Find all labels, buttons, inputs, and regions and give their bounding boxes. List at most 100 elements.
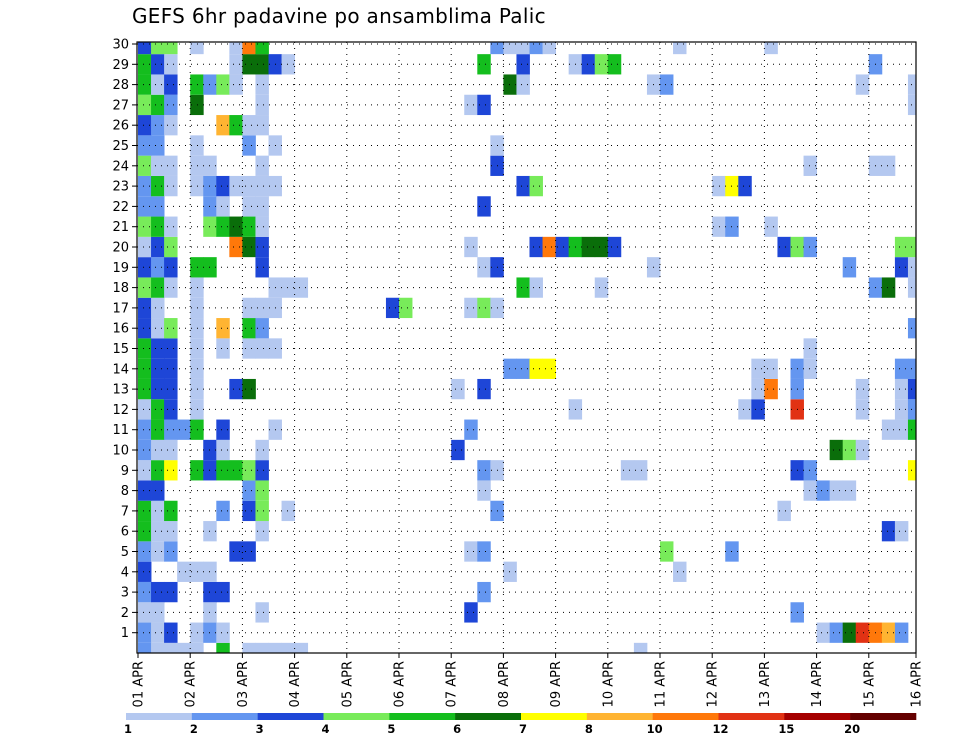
heatmap-cell	[842, 257, 857, 278]
heatmap-cell	[151, 94, 165, 116]
heatmap-cell	[177, 419, 191, 440]
heatmap-cell	[594, 54, 609, 75]
heatmap-cell	[464, 297, 478, 319]
heatmap-cell	[216, 642, 230, 653]
heatmap-cell	[620, 460, 635, 481]
heatmap-cell	[477, 257, 491, 278]
heatmap-cell	[229, 460, 243, 481]
heatmap-cell	[138, 155, 152, 176]
heatmap-cell	[138, 42, 152, 55]
heatmap-cell	[516, 358, 530, 379]
y-tick-label: 6	[121, 525, 129, 540]
heatmap-cell	[242, 216, 256, 237]
heatmap-cell	[268, 642, 282, 653]
heatmap-cell	[255, 74, 269, 95]
heatmap-cell	[607, 236, 622, 258]
heatmap-cell	[164, 358, 178, 379]
heatmap-cell	[138, 135, 152, 156]
y-tick-label: 15	[112, 342, 129, 357]
colorbar-label: 1	[124, 722, 132, 736]
heatmap-cell	[138, 480, 152, 501]
heatmap-cell	[216, 74, 230, 95]
colorbar-label: 12	[712, 722, 728, 736]
heatmap-cell	[164, 378, 178, 400]
heatmap-cell	[190, 358, 204, 379]
heatmap-cell	[712, 216, 726, 237]
heatmap-cell	[881, 277, 896, 298]
x-tick-label: 12 APR	[706, 661, 721, 707]
heatmap-cell	[138, 338, 152, 359]
heatmap-cell	[190, 642, 204, 653]
heatmap-cell	[816, 622, 831, 643]
y-tick-label: 21	[112, 220, 129, 235]
heatmap-cell	[764, 216, 778, 237]
heatmap-cell	[633, 642, 648, 653]
heatmap-cell	[881, 419, 896, 440]
heatmap-cell	[151, 419, 165, 440]
heatmap-cell	[138, 521, 152, 542]
heatmap-cell	[255, 115, 269, 136]
heatmap-cell	[503, 358, 517, 379]
heatmap-cell	[516, 74, 530, 95]
heatmap-cell	[138, 115, 152, 136]
heatmap-cell	[542, 236, 556, 258]
x-tick-label: 13 APR	[758, 661, 773, 707]
y-tick-label: 8	[121, 484, 129, 499]
heatmap-cell	[242, 135, 256, 156]
heatmap-cell	[190, 135, 204, 156]
heatmap-cell	[477, 54, 491, 75]
y-tick-label: 26	[112, 119, 129, 134]
heatmap-cell	[777, 236, 791, 258]
heatmap-cell	[738, 399, 752, 420]
heatmap-cell	[503, 42, 517, 55]
heatmap-cell	[242, 42, 256, 55]
heatmap-cell	[190, 277, 204, 298]
x-tick-label: 05 APR	[340, 661, 355, 707]
heatmap-cell	[242, 642, 256, 653]
heatmap-cell	[255, 602, 269, 623]
heatmap-cell	[594, 277, 609, 298]
colorbar-swatch	[652, 713, 719, 720]
heatmap-cell	[894, 521, 909, 542]
heatmap-cell	[242, 175, 256, 197]
heatmap-cell	[138, 216, 152, 237]
axis-layer: 1234567891011121314151617181920212223242…	[112, 38, 924, 708]
heatmap-cell	[529, 358, 543, 379]
heatmap-cell	[190, 460, 204, 481]
heatmap-cell	[464, 94, 478, 116]
heatmap-cell	[803, 236, 817, 258]
heatmap-cell	[255, 480, 269, 501]
heatmap-cell	[138, 54, 152, 75]
heatmap-cell	[894, 399, 909, 420]
heatmap-cell	[503, 74, 517, 95]
heatmap-cell	[177, 561, 191, 582]
heatmap-cell	[151, 500, 165, 522]
heatmap-cell	[190, 419, 204, 440]
heatmap-cell	[855, 439, 870, 461]
heatmap-cell	[503, 561, 517, 582]
heatmap-cell	[829, 439, 844, 461]
y-tick-label: 17	[112, 301, 129, 316]
heatmap-cell	[164, 74, 178, 95]
heatmap-cell	[803, 155, 817, 176]
heatmap-cell	[164, 236, 178, 258]
heatmap-cell	[803, 358, 817, 379]
heatmap-cell	[242, 541, 256, 562]
heatmap-cell	[451, 439, 465, 461]
colorbar-swatch	[718, 713, 785, 720]
heatmap-cell	[138, 399, 152, 420]
y-tick-label: 7	[121, 504, 129, 519]
x-tick-label: 01 APR	[132, 661, 147, 707]
heatmap-cell	[294, 642, 309, 653]
heatmap-cell	[516, 42, 530, 55]
heatmap-cell	[594, 236, 609, 258]
heatmap-cell	[164, 642, 178, 653]
x-tick-label: 16 APR	[910, 661, 925, 707]
heatmap-cell	[242, 297, 256, 319]
heatmap-cell	[229, 541, 243, 562]
heatmap-cell	[281, 277, 295, 298]
heatmap-cell	[894, 419, 909, 440]
heatmap-cell	[464, 602, 478, 623]
heatmap-cell	[164, 521, 178, 542]
colorbar-swatch	[850, 713, 917, 720]
